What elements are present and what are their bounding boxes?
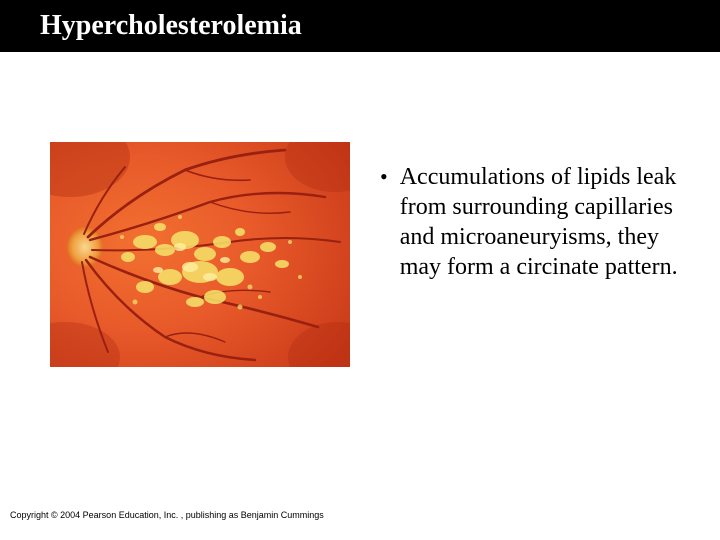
- copyright-text: Copyright © 2004 Pearson Education, Inc.…: [10, 510, 324, 520]
- bullet-item: • Accumulations of lipids leak from surr…: [380, 162, 680, 282]
- fundus-image: [50, 142, 350, 367]
- bullet-marker: •: [380, 162, 388, 192]
- title-bar: Hypercholesterolemia: [0, 0, 720, 52]
- bullet-list: • Accumulations of lipids leak from surr…: [380, 142, 680, 367]
- content-area: • Accumulations of lipids leak from surr…: [0, 142, 720, 367]
- bullet-text: Accumulations of lipids leak from surrou…: [400, 162, 680, 282]
- slide-title: Hypercholesterolemia: [40, 10, 302, 42]
